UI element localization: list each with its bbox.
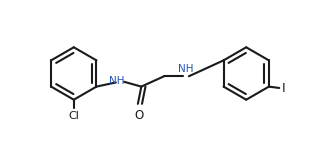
Text: Cl: Cl	[68, 111, 79, 121]
Text: O: O	[135, 109, 144, 122]
Text: I: I	[282, 82, 286, 95]
Text: NH: NH	[109, 76, 125, 86]
Text: NH: NH	[178, 64, 194, 74]
